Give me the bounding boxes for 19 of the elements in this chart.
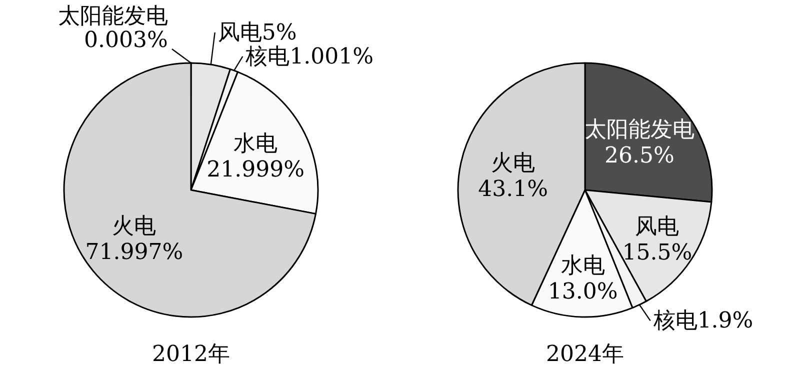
slice-label: 风电5% <box>218 20 297 46</box>
data-label: 0.003% <box>84 28 168 53</box>
slice-label: 水电 <box>234 132 278 157</box>
slice-label: 太阳能发电 <box>58 4 168 29</box>
data-label: 26.5% <box>604 143 674 168</box>
slice-label: 火电 <box>112 214 156 239</box>
data-label: 43.1% <box>478 177 548 202</box>
data-label: 21.999% <box>206 158 304 183</box>
data-label: 13.0% <box>548 279 618 304</box>
text: 2024年 <box>546 342 624 367</box>
slice-label: 太阳能发电 <box>584 117 694 142</box>
data-label: 15.5% <box>622 240 692 266</box>
slice-label: 核电1.001% <box>244 44 374 70</box>
text: 2012年 <box>152 342 230 367</box>
data-label: 71.997% <box>85 240 184 265</box>
slice-label: 风电 <box>635 214 680 240</box>
slice-label: 火电 <box>491 151 536 176</box>
slice-label: 核电1.9% <box>652 308 754 334</box>
slice-label: 水电 <box>560 253 605 278</box>
